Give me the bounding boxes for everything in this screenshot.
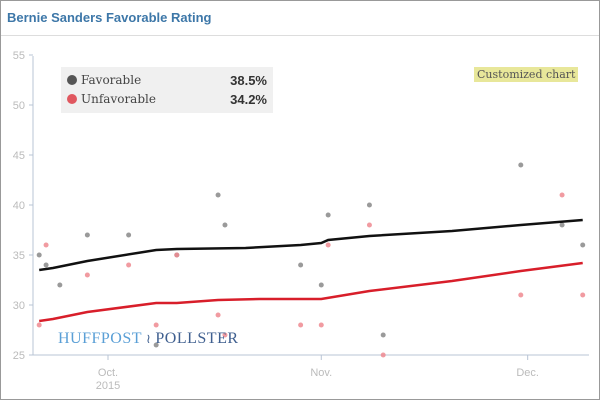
favorable-point (153, 342, 159, 348)
y-tick-label: 50 (13, 100, 25, 112)
x-tick-label: Oct. (98, 367, 118, 379)
legend-item-favorable[interactable]: Favorable 38.5% (67, 73, 267, 89)
x-tick-label: Dec. (516, 367, 539, 379)
title-divider (1, 35, 599, 36)
customized-chart-badge: Customized chart (474, 67, 579, 82)
favorable-point (380, 332, 386, 338)
unfavorable-trend-line (39, 261, 583, 323)
unfavorable-point (318, 322, 324, 328)
favorable-point (580, 242, 586, 248)
logo-left: HUFFPOST (58, 330, 143, 347)
unfavorable-point (126, 262, 132, 268)
favorable-point (84, 232, 90, 238)
y-tick-label: 45 (13, 150, 25, 162)
unfavorable-point (366, 222, 372, 228)
unfavorable-point (325, 242, 331, 248)
favorable-trend-line (39, 218, 583, 272)
favorable-point (126, 232, 132, 238)
unfavorable-point (559, 192, 565, 198)
favorable-dot-icon (67, 75, 77, 85)
favorable-point (298, 262, 304, 268)
unfavorable-point (36, 322, 42, 328)
favorable-point (43, 262, 49, 268)
favorable-point (318, 282, 324, 288)
unfavorable-point (174, 252, 180, 258)
legend: Favorable 38.5% Unfavorable 34.2% (61, 67, 273, 113)
x-tick-sublabel: 2015 (96, 380, 120, 392)
legend-value: 34.2% (230, 92, 267, 107)
y-tick-label: 30 (13, 300, 25, 312)
unfavorable-point (298, 322, 304, 328)
favorable-point (366, 202, 372, 208)
unfavorable-point (580, 292, 586, 298)
legend-value: 38.5% (230, 73, 267, 88)
unfavorable-point (518, 292, 524, 298)
legend-label: Favorable (81, 73, 142, 87)
y-tick-label: 55 (13, 50, 25, 62)
favorable-point (325, 212, 331, 218)
bird-icon: ≀ (146, 331, 152, 346)
chart-title: Bernie Sanders Favorable Rating (7, 10, 212, 25)
logo-right: POLLSTER (155, 330, 239, 347)
huffpost-pollster-logo[interactable]: HUFFPOST ≀ POLLSTER (58, 330, 239, 348)
favorable-point (559, 222, 565, 228)
unfavorable-point (43, 242, 49, 248)
unfavorable-point (222, 332, 228, 338)
y-tick-label: 25 (13, 350, 25, 362)
favorable-point (518, 162, 524, 168)
favorable-point (57, 282, 63, 288)
y-tick-label: 35 (13, 250, 25, 262)
unfavorable-point (153, 322, 159, 328)
unfavorable-point (215, 312, 221, 318)
unfavorable-point (84, 272, 90, 278)
legend-label: Unfavorable (81, 92, 156, 106)
x-tick-label: Nov. (310, 367, 332, 379)
unfavorable-dot-icon (67, 94, 77, 104)
favorable-point (36, 252, 42, 258)
favorable-point (222, 222, 228, 228)
legend-item-unfavorable[interactable]: Unfavorable 34.2% (67, 92, 267, 108)
y-tick-label: 40 (13, 200, 25, 212)
favorable-point (215, 192, 221, 198)
unfavorable-point (380, 352, 386, 358)
